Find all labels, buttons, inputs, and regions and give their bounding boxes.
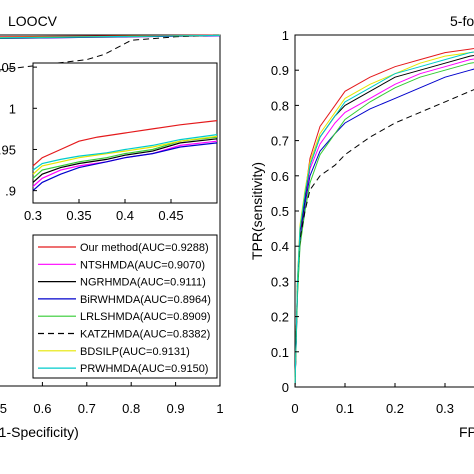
right-ticks: 0 0.1 0.2 0.3 0 0.1 0.2 0.3 0.4 0.5 0.6 0.7 0.8 0.9 1 [271,28,454,416]
right-y-tick-label: 0.7 [271,134,289,149]
right-y-tick-label: 0.5 [271,204,289,219]
inset-curves [32,120,218,192]
right-y-label: TPR(sensitivity) [249,162,265,260]
inset-x-tick-label: 0.4 [116,208,134,223]
legend-label: NTSHMDA(AUC=0.9070) [80,259,205,271]
right-plot-area [294,34,474,388]
right-y-tick-label: 0.3 [271,274,289,289]
inset-y-tick-label: .05 [0,60,16,75]
legend-box [32,234,218,379]
inset-curve-0 [32,120,218,167]
legend-label: BiRWHMDA(AUC=0.8964) [80,294,211,306]
right-x-tick-label: 0 [291,401,298,416]
legend-label: BDSILP(AUC=0.9131) [80,346,190,358]
right-chart: 5-fo 0 0.1 0.2 0.3 0 0.1 0.2 0.3 0.4 0.5 0.6 0.7 0.8… [249,13,474,440]
left-x-label: (1-Specificity) [0,424,79,440]
legend-label: LRLSHMDA(AUC=0.8909) [80,311,211,323]
right-y-tick-label: 0.6 [271,169,289,184]
inset-ticks: 0.3 0.35 0.4 0.45 .05 1 .95 .9 [0,60,184,223]
inset-curve-4 [32,136,218,179]
inset-x-tick-label: 0.35 [66,208,91,223]
left-chart-title: LOOCV [8,13,58,29]
left-x-tick-label: 0.5 [0,401,7,416]
left-x-ticks: 0.5 0.6 0.7 0.8 0.9 1 [0,382,224,416]
inset-x-tick-label: 0.3 [24,208,42,223]
right-chart-title: 5-fo [450,13,474,29]
legend-label: NGRHMDA(AUC=0.9111) [80,277,206,289]
legend-label: KATZHMDA(AUC=0.8382) [80,329,210,341]
right-y-tick-label: 0.2 [271,310,289,325]
inset-curve-2 [32,138,218,183]
inset-curve-6 [32,134,218,171]
right-y-tick-label: 0.4 [271,239,289,254]
right-x-tick-label: 0.2 [386,401,404,416]
inset-chart: 0.3 0.35 0.4 0.45 .05 1 .95 .9 [0,60,218,223]
inset-y-tick-label: .95 [0,142,16,157]
left-chart: LOOCV 0.5 0.6 0.7 0.8 0.9 1 (1-Specificity) 0… [0,13,224,440]
left-x-tick-label: 0.7 [78,401,96,416]
left-x-tick-label: 1 [216,401,223,416]
right-curves [294,48,474,388]
right-y-tick-label: 0.8 [271,98,289,113]
inset-curve-5 [32,135,218,175]
right-y-tick-label: 0.1 [271,345,289,360]
right-curve-7 [294,51,474,388]
right-y-tick-label: 0.9 [271,63,289,78]
legend-label: PRWHMDA(AUC=0.9150) [80,363,208,375]
left-x-tick-label: 0.9 [167,401,185,416]
left-x-tick-label: 0.8 [122,401,140,416]
left-x-tick-label: 0.6 [33,401,51,416]
inset-curve-3 [32,142,218,192]
right-curve-4 [294,62,474,388]
right-x-tick-label: 0.1 [336,401,354,416]
inset-y-tick-label: 1 [9,101,16,116]
legend-label: Our method(AUC=0.9288) [80,242,209,254]
right-x-tick-label: 0.3 [436,401,454,416]
inset-x-tick-label: 0.45 [158,208,183,223]
left-curve-7 [0,34,221,39]
left-curves [0,34,221,71]
left-legend: Our method(AUC=0.9288) NTSHMDA(AUC=0.9070… [32,234,218,379]
right-x-label: FP [459,424,474,440]
right-y-tick-label: 0 [282,380,289,395]
inset-y-tick-label: .9 [5,184,16,199]
right-curve-5 [294,89,474,388]
right-y-tick-label: 1 [282,28,289,43]
